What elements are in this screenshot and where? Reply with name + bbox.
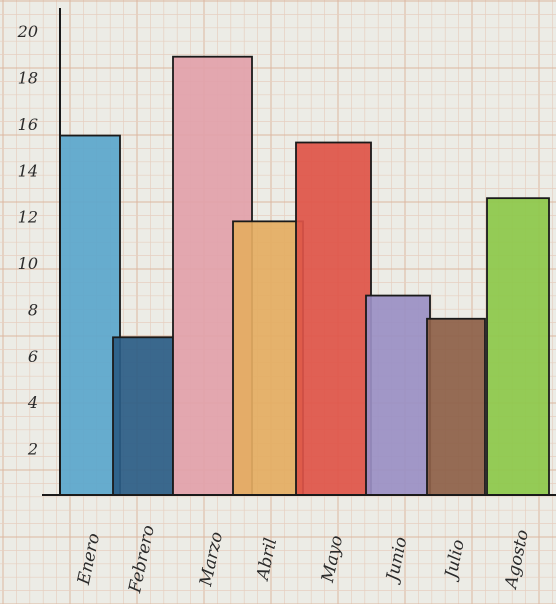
- bar-enero: [59, 134, 121, 496]
- y-tick-label: 2: [27, 440, 38, 459]
- bar-junio: [365, 294, 431, 496]
- y-tick-label: 20: [17, 22, 38, 41]
- y-tick-label: 18: [18, 69, 38, 88]
- bars-group: [59, 55, 550, 496]
- bar-febrero: [112, 336, 174, 496]
- y-tick-label: 6: [28, 347, 38, 366]
- bar-agosto: [486, 197, 550, 496]
- y-tick-label: 14: [18, 161, 38, 180]
- bar-mayo: [295, 141, 372, 496]
- y-tick-label: 10: [18, 254, 38, 273]
- bar-abril: [232, 220, 304, 496]
- bar-julio: [426, 317, 486, 496]
- y-tick-labels: 2 4 6 8 10 12 14 16 18 20: [17, 22, 38, 458]
- y-tick-label: 16: [18, 115, 38, 134]
- y-tick-label: 8: [28, 300, 38, 319]
- y-tick-label: 12: [18, 208, 38, 227]
- y-tick-label: 4: [27, 393, 38, 412]
